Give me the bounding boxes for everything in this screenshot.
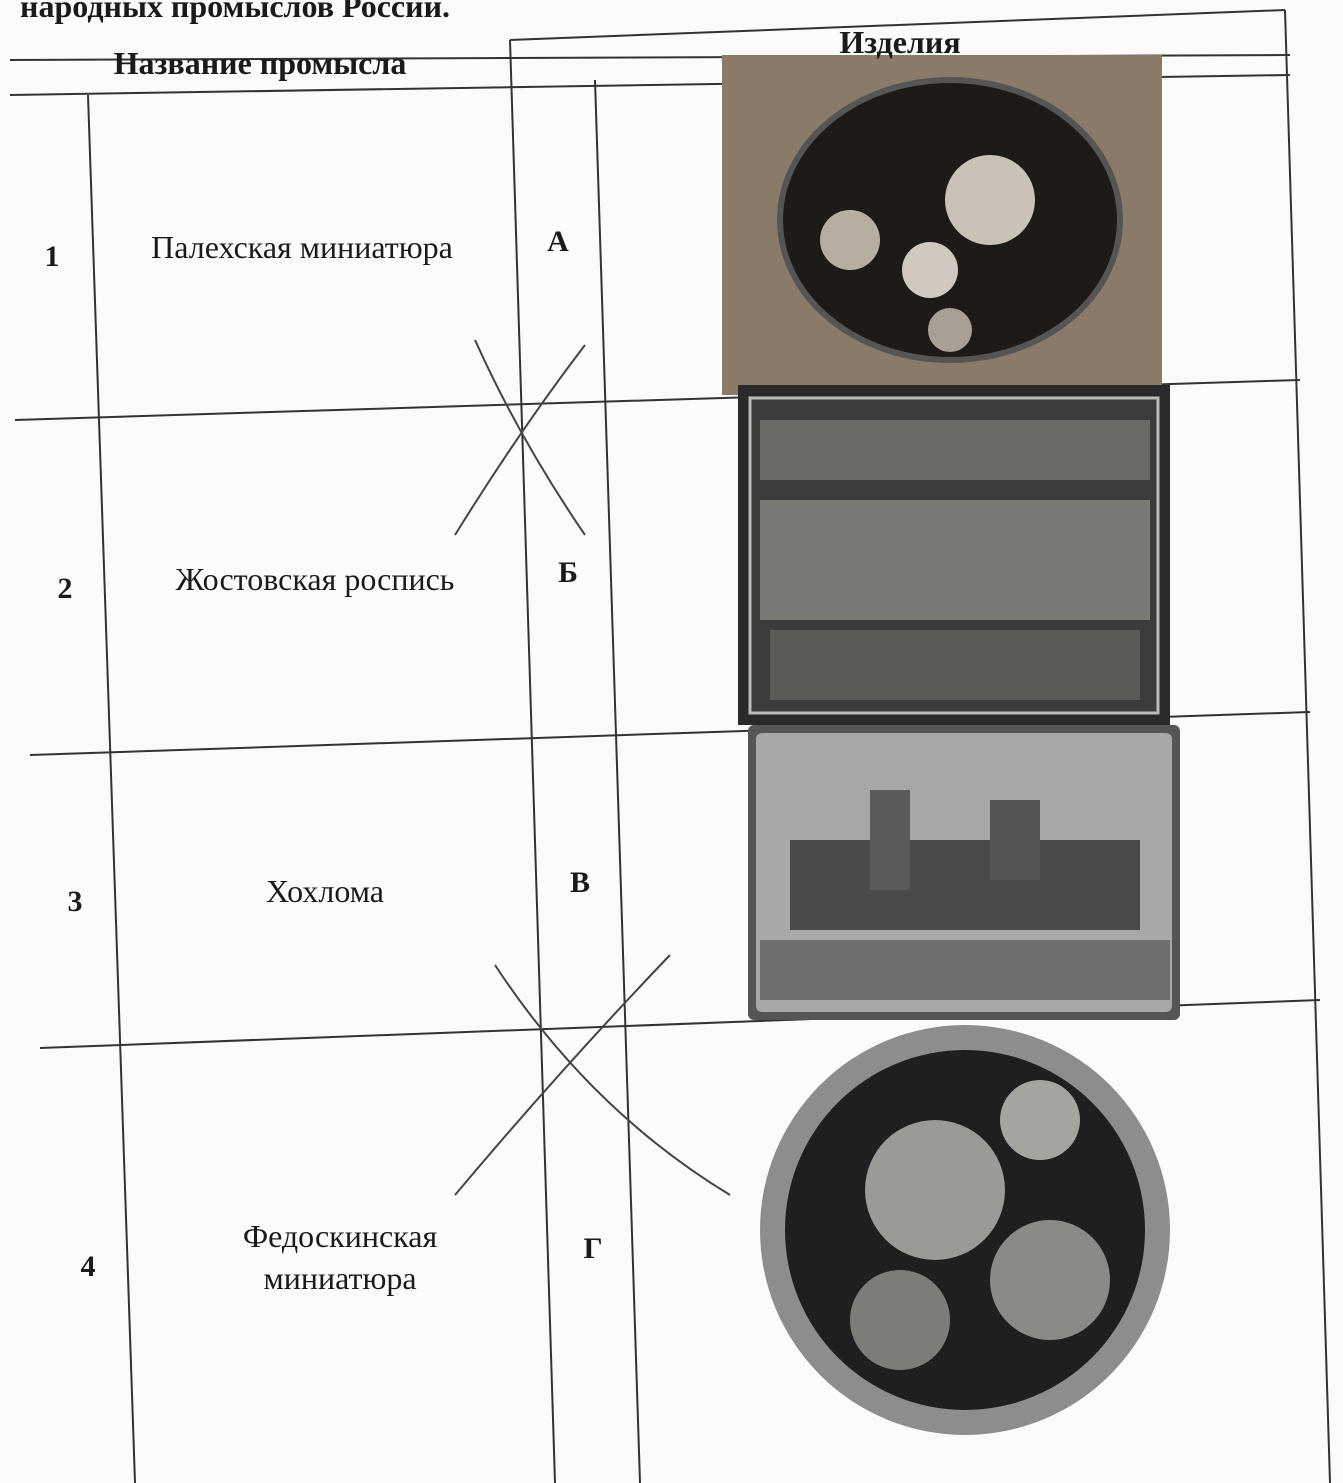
row-number: 2 [57, 572, 73, 605]
craft-name: Федоскинская миниатюра [242, 1218, 438, 1296]
craft-name: Хохлома [266, 873, 384, 909]
row-number: 4 [80, 1250, 96, 1283]
row-number: 3 [67, 885, 83, 918]
column-header: Название промысла [113, 45, 407, 81]
hand-drawn-lines [454, 339, 731, 1196]
image-plate [760, 1025, 1170, 1435]
column-header: Изделия [839, 24, 961, 60]
page-title: народных промыслов России. [20, 0, 450, 24]
item-letter: А [547, 225, 569, 258]
craft-name: Палехская миниатюра [151, 229, 453, 265]
item-letter: Г [583, 1232, 603, 1265]
item-letter: В [569, 866, 590, 899]
row-number: 1 [44, 240, 60, 273]
craft-name: Жостовская роспись [175, 561, 455, 597]
image-box-landscape [738, 385, 1170, 725]
item-letter: Б [558, 556, 578, 589]
image-box-kremlin [748, 725, 1180, 1020]
image-tray [722, 55, 1162, 395]
